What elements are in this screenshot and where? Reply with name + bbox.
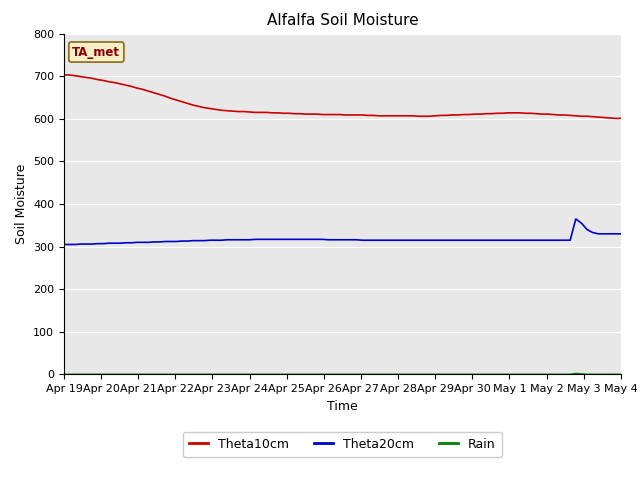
- Theta20cm: [577, 220, 585, 226]
- Theta10cm: [347, 112, 355, 118]
- X-axis label: Time: Time: [327, 400, 358, 413]
- Theta10cm: [617, 116, 625, 121]
- Line: Theta20cm: Theta20cm: [64, 219, 621, 244]
- Line: Rain: Rain: [64, 373, 621, 374]
- Y-axis label: Soil Moisture: Soil Moisture: [15, 164, 28, 244]
- Theta20cm: [347, 237, 355, 243]
- Theta10cm: [611, 116, 619, 121]
- Theta10cm: [60, 72, 68, 78]
- Legend: Theta10cm, Theta20cm, Rain: Theta10cm, Theta20cm, Rain: [183, 432, 502, 457]
- Theta10cm: [589, 114, 596, 120]
- Title: Alfalfa Soil Moisture: Alfalfa Soil Moisture: [267, 13, 418, 28]
- Rain: [167, 372, 175, 377]
- Rain: [347, 372, 355, 377]
- Theta20cm: [617, 231, 625, 237]
- Theta10cm: [572, 113, 580, 119]
- Theta20cm: [392, 237, 399, 243]
- Rain: [595, 372, 602, 377]
- Theta20cm: [189, 238, 197, 243]
- Theta10cm: [167, 96, 175, 101]
- Rain: [60, 372, 68, 377]
- Theta10cm: [189, 102, 197, 108]
- Theta20cm: [572, 216, 580, 222]
- Rain: [572, 371, 580, 376]
- Theta10cm: [392, 113, 399, 119]
- Theta20cm: [60, 241, 68, 247]
- Rain: [392, 372, 399, 377]
- Text: TA_met: TA_met: [72, 46, 120, 59]
- Line: Theta10cm: Theta10cm: [64, 75, 621, 119]
- Theta20cm: [167, 239, 175, 244]
- Theta20cm: [595, 231, 602, 237]
- Rain: [617, 372, 625, 377]
- Rain: [577, 371, 585, 377]
- Rain: [189, 372, 197, 377]
